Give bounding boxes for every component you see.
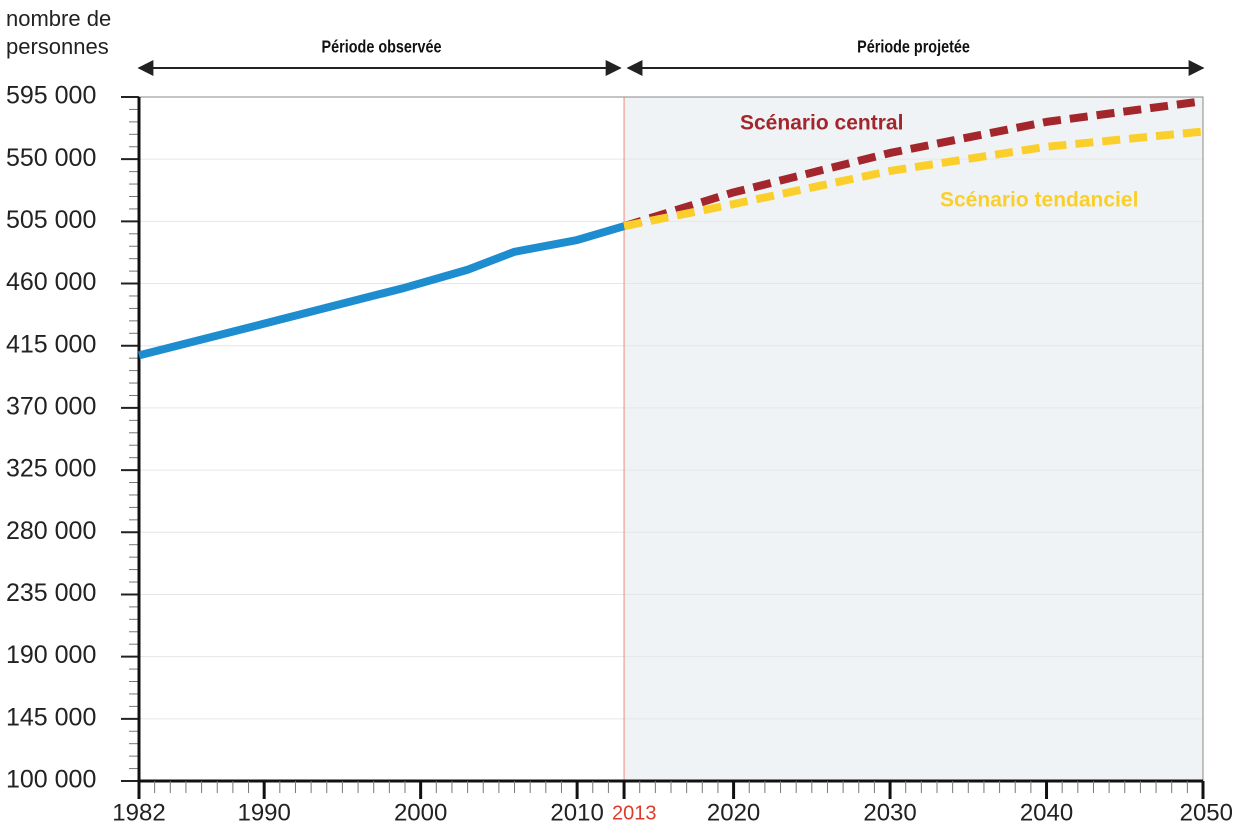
y-tick-label: 370 000 — [6, 393, 96, 421]
y-tick-label: 595 000 — [6, 82, 96, 110]
series-label: Scénario tendanciel — [940, 189, 1138, 212]
y-tick-label: 190 000 — [6, 641, 96, 669]
y-tick-label: 100 000 — [6, 766, 96, 794]
y-tick-label: 280 000 — [6, 517, 96, 545]
x-tick-label: 2010 — [550, 799, 603, 826]
series-label: Scénario central — [740, 112, 903, 135]
x-tick-label: 2040 — [1020, 799, 1073, 826]
x-tick-label: 2030 — [863, 799, 916, 826]
series-line — [622, 97, 1204, 231]
y-tick-label: 235 000 — [6, 579, 96, 607]
x-tick-label: 1982 — [112, 799, 165, 826]
x-tick-label: 2050 — [1180, 799, 1233, 826]
x-tick-label: 2013 — [612, 802, 657, 824]
y-tick-label: 505 000 — [6, 206, 96, 234]
period-label: Période observée — [322, 37, 442, 57]
x-tick-label: 2000 — [394, 799, 447, 826]
series-line — [623, 127, 1204, 231]
y-tick-label: 145 000 — [6, 703, 96, 731]
x-tick-label: 1990 — [237, 799, 290, 826]
y-tick-label: 415 000 — [6, 330, 96, 358]
y-axis-label: personnes — [6, 34, 109, 59]
y-tick-label: 325 000 — [6, 455, 96, 483]
projection-area — [624, 97, 1203, 781]
y-tick-label: 460 000 — [6, 268, 96, 296]
series-line — [138, 222, 626, 360]
period-label: Période projetée — [857, 37, 970, 57]
y-axis-label: nombre de — [6, 6, 111, 31]
y-tick-label: 550 000 — [6, 144, 96, 172]
x-tick-label: 2020 — [707, 799, 760, 826]
